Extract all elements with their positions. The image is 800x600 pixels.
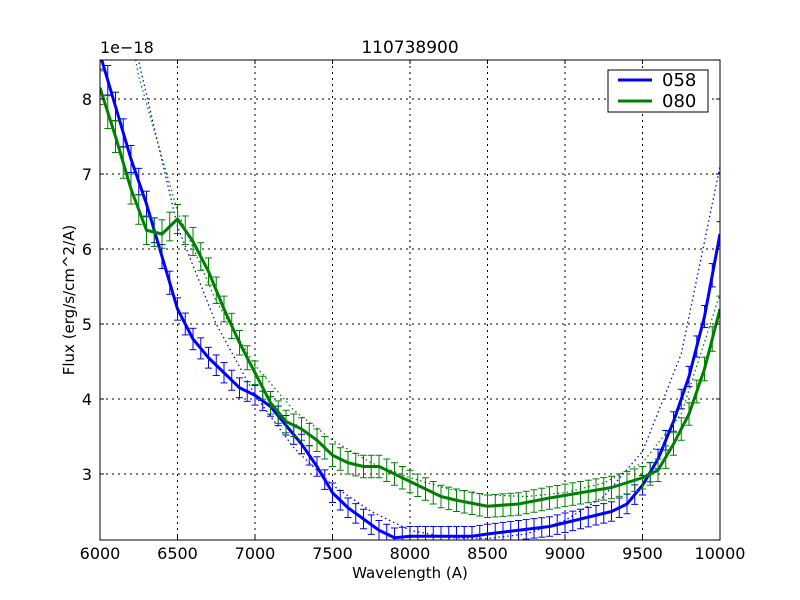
y-tick-label: 3 — [82, 465, 92, 484]
y-offset-label: 1e−18 — [100, 38, 154, 57]
x-axis-label: Wavelength (A) — [352, 564, 468, 582]
x-tick-label: 6500 — [157, 544, 198, 563]
y-tick-label: 6 — [82, 240, 92, 259]
y-tick-label: 5 — [82, 315, 92, 334]
y-tick-label: 4 — [82, 390, 92, 409]
x-tick-label: 10000 — [695, 544, 746, 563]
error-bars-080 — [100, 70, 720, 518]
axis-ticks: 6000 6500 7000 7500 8000 8500 9000 9500 10000 3 4 5… — [80, 60, 746, 563]
series-layer — [100, 60, 720, 540]
legend-box — [607, 69, 709, 113]
series-line-080 — [100, 87, 720, 508]
x-tick-label: 7000 — [235, 544, 276, 563]
x-tick-label: 6000 — [80, 544, 121, 563]
x-tick-label: 9500 — [622, 544, 663, 563]
x-tick-label: 7500 — [312, 544, 353, 563]
x-tick-label: 8500 — [467, 544, 508, 563]
x-tick-label: 9000 — [545, 544, 586, 563]
legend: 058 080 — [607, 69, 709, 113]
y-tick-label: 7 — [82, 165, 92, 184]
y-tick-label: 8 — [82, 90, 92, 109]
chart-title: 110738900 — [361, 38, 458, 58]
legend-label-058: 058 — [662, 70, 696, 91]
x-tick-label: 8000 — [390, 544, 431, 563]
legend-label-080: 080 — [662, 91, 696, 112]
y-axis-label: Flux (erg/s/cm^2/A) — [60, 225, 78, 376]
series-line-058 — [100, 60, 720, 540]
grid-lines — [100, 60, 720, 540]
